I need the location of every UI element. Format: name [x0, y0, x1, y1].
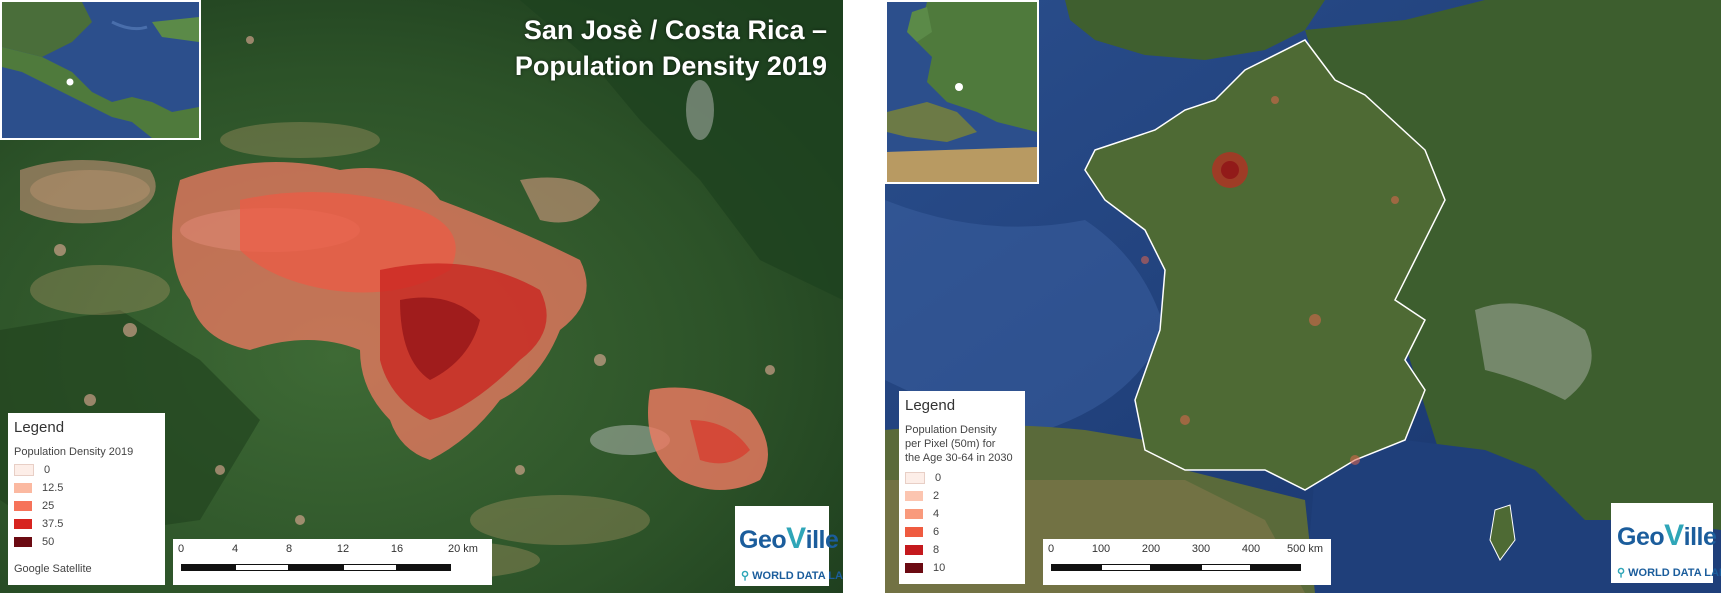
legend-swatch [905, 491, 923, 501]
scale-segment [1051, 564, 1101, 571]
person-icon: ⚲ [1617, 567, 1629, 579]
scale-tick-label: 0 [1047, 543, 1055, 555]
locator-inset-map [885, 0, 1039, 184]
scale-tick-label: 16 [390, 543, 404, 555]
legend-item: 10 [905, 561, 945, 575]
legend-item: 50 [14, 535, 54, 549]
map-panel-san-jose[interactable]: San Josè / Costa Rica – Population Densi… [0, 0, 843, 593]
scale-segment [1201, 564, 1251, 571]
locator-map-europe [887, 2, 1037, 182]
legend-swatch [14, 519, 32, 529]
scale-segment [235, 564, 289, 571]
legend-label: 25 [42, 500, 55, 512]
geoville-wordmark: GeoVille [1617, 519, 1717, 552]
scale-segment [1251, 564, 1301, 571]
scale-tick-label: 20 km [448, 543, 478, 555]
legend-label: 2 [933, 490, 940, 502]
legend-item: 4 [905, 507, 939, 521]
legend-label: 37.5 [42, 518, 64, 530]
legend-item: 8 [905, 543, 939, 557]
legend-swatch [905, 563, 923, 573]
legend-item: 25 [14, 499, 54, 513]
legend-swatch [14, 537, 32, 547]
scale-segment [343, 564, 397, 571]
legend-item: 12.5 [14, 481, 63, 495]
legend-heading: Legend [14, 419, 65, 436]
scale-segment [1101, 564, 1151, 571]
geoville-logo: GeoVille ⚲ WORLD DATA LAB [735, 506, 843, 586]
legend-swatch [905, 472, 925, 484]
density-overlay-san-jose [20, 160, 768, 490]
scale-bar: 0 4 8 12 16 20 km [173, 539, 492, 585]
legend-basemap-source: Google Satellite [14, 563, 92, 575]
legend-subtitle: Population Density 2019 [14, 446, 134, 458]
legend-item: 0 [905, 471, 941, 485]
legend-item: 2 [905, 489, 939, 503]
legend-swatch [905, 527, 923, 537]
scale-segment [397, 564, 451, 571]
map-title-line-2: Population Density 2019 [514, 51, 827, 81]
scale-tick-label: 500 km [1286, 543, 1324, 555]
scale-tick-label: 12 [336, 543, 350, 555]
scale-segment [1151, 564, 1201, 571]
scale-tick-label: 100 [1091, 543, 1111, 555]
legend-label: 12.5 [42, 482, 64, 494]
map-title-line-1: San Josè / Costa Rica – [523, 15, 827, 45]
legend-swatch [14, 464, 34, 476]
map-panel-france[interactable]: Legend Population Density per Pixel (50m… [885, 0, 1721, 593]
legend-item: 0 [14, 463, 50, 477]
legend-label: 50 [42, 536, 55, 548]
legend-label: 10 [933, 562, 946, 574]
legend-label: 8 [933, 544, 940, 556]
scale-segment [289, 564, 343, 571]
scale-segment [181, 564, 235, 571]
legend-swatch [905, 545, 923, 555]
locator-inset-map [0, 0, 201, 140]
legend-heading: Legend [905, 397, 956, 414]
scale-tick-label: 4 [231, 543, 239, 555]
legend-swatch [14, 501, 32, 511]
legend-item: 37.5 [14, 517, 63, 531]
world-data-lab-logo: ⚲ WORLD DATA LAB [741, 570, 843, 582]
legend-swatch [14, 483, 32, 493]
france-border [1084, 39, 1446, 491]
location-marker-icon [955, 83, 963, 91]
legend-swatch [905, 509, 923, 519]
geoville-logo: GeoVille ⚲ WORLD DATA LAB [1611, 503, 1721, 583]
scale-bar: 0 100 200 300 400 500 km [1043, 539, 1331, 585]
legend-label: 0 [44, 464, 51, 476]
scale-tick-label: 8 [285, 543, 293, 555]
legend-panel: Legend Population Density per Pixel (50m… [899, 391, 1025, 584]
scale-tick-label: 200 [1141, 543, 1161, 555]
legend-label: 4 [933, 508, 940, 520]
scale-tick-label: 0 [177, 543, 185, 555]
scale-tick-label: 400 [1241, 543, 1261, 555]
map-title: San Josè / Costa Rica – Population Densi… [515, 12, 827, 84]
legend-item: 6 [905, 525, 939, 539]
legend-panel: Legend Population Density 2019 0 12.5 25… [8, 413, 165, 585]
locator-map-central-america [2, 2, 199, 138]
location-marker-icon [66, 78, 74, 86]
legend-label: 0 [935, 472, 942, 484]
scale-tick-label: 300 [1191, 543, 1211, 555]
person-icon: ⚲ [741, 570, 753, 582]
legend-subtitle: Population Density per Pixel (50m) for t… [905, 424, 1013, 464]
world-data-lab-logo: ⚲ WORLD DATA LAB [1617, 567, 1721, 579]
geoville-wordmark: GeoVille [739, 522, 839, 555]
legend-label: 6 [933, 526, 940, 538]
